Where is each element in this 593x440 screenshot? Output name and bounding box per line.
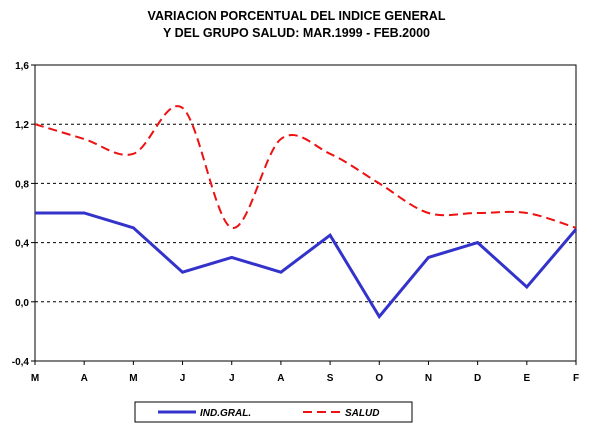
y-tick-label: 0,4	[15, 239, 29, 250]
x-tick-label: N	[425, 373, 432, 384]
x-tick-label: D	[474, 373, 481, 384]
chart-title-line-1: VARIACION PORCENTUAL DEL INDICE GENERAL	[147, 9, 446, 23]
legend-label-salud: SALUD	[345, 408, 379, 419]
y-tick-label: -0,4	[12, 357, 30, 368]
x-tick-label: O	[375, 373, 383, 384]
y-tick-label: 0,0	[15, 298, 29, 309]
legend: IND.GRAL. SALUD	[134, 401, 413, 423]
x-tick-label: M	[31, 373, 39, 384]
axis-ticks: -0,4 0,0 0,4 0,8 1,2 1,6 M A M J J A S O N D E F	[12, 61, 579, 384]
x-tick-label: J	[229, 373, 235, 384]
legend-label-ind-gral: IND.GRAL.	[200, 408, 251, 419]
series-line-ind-gral	[35, 211, 578, 320]
gridlines	[35, 123, 576, 303]
legend-box	[134, 401, 413, 423]
series-lines	[34, 105, 578, 320]
chart-title-line-2: Y DEL GRUPO SALUD: MAR.1999 - FEB.2000	[163, 26, 430, 40]
chart-title: VARIACION PORCENTUAL DEL INDICE GENERAL …	[0, 8, 593, 42]
x-tick-label: J	[180, 373, 186, 384]
y-tick-label: 0,8	[15, 179, 29, 190]
y-tick-label: 1,6	[15, 61, 29, 72]
x-tick-label: E	[523, 373, 530, 384]
y-tick-label: 1,2	[15, 120, 29, 131]
x-tick-label: M	[129, 373, 137, 384]
x-tick-label: F	[573, 373, 579, 384]
x-tick-label: A	[277, 373, 284, 384]
series-line-salud	[34, 105, 577, 229]
x-tick-label: S	[327, 373, 334, 384]
x-tick-label: A	[81, 373, 88, 384]
